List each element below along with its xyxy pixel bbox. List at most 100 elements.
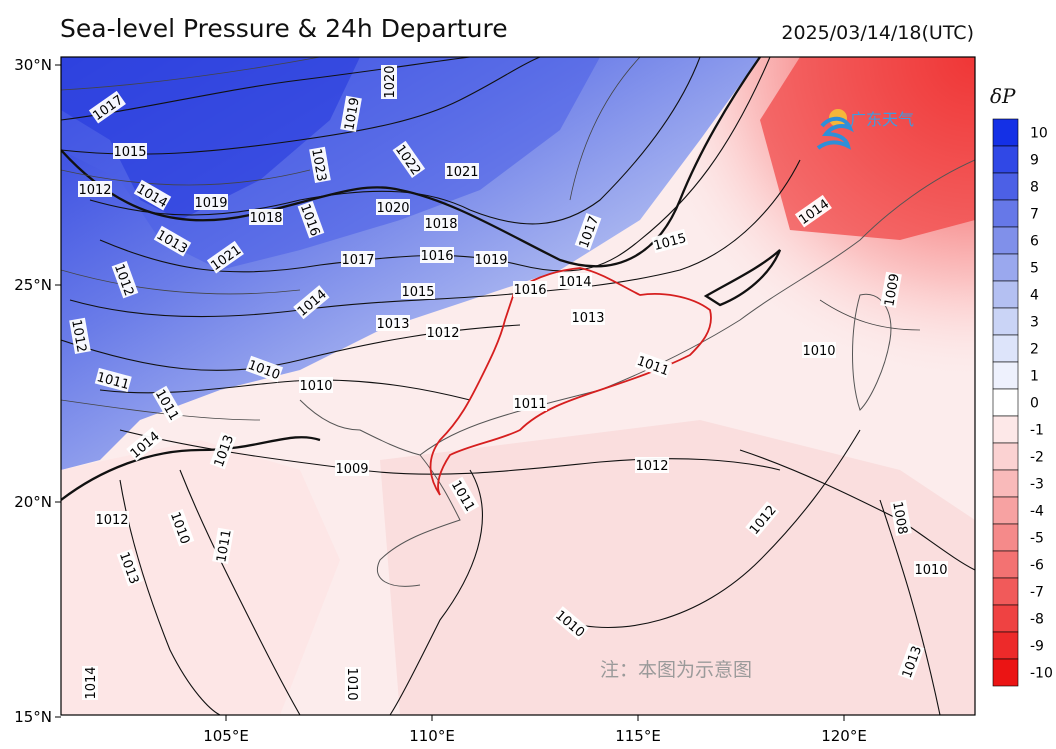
colorbar-swatch (992, 361, 1019, 390)
isobar-label: 1010 (344, 667, 361, 701)
isobar-label-text: 1008 (889, 500, 910, 535)
isobar-label-bg (212, 527, 234, 564)
colorbar-tick-label: -6 (1030, 558, 1044, 574)
lat-label: 15°N (14, 708, 52, 726)
isobar-label-text: 1012 (426, 326, 459, 341)
colorbar-swatch (992, 577, 1019, 606)
colorbar-tick-label: 1 (1030, 369, 1039, 385)
isobar-label-bg (914, 561, 948, 577)
isobar-label-bg (126, 427, 163, 462)
colorbar-tick-label: 2 (1030, 342, 1039, 358)
colorbar-title: δP (990, 84, 1016, 108)
isobar-label-bg (376, 315, 410, 331)
isobar-label-bg (335, 460, 369, 476)
isobar-label-bg (293, 285, 330, 320)
isobar-label-text: 1013 (376, 317, 409, 332)
isobar-label: 1008 (889, 499, 912, 536)
colorbar-tick-label: -1 (1030, 423, 1044, 439)
isobar-label-bg (890, 499, 912, 536)
colorbar-tick-label: 0 (1030, 396, 1039, 412)
isobar-label-bg (448, 476, 480, 515)
isobar-label: 1014 (82, 666, 99, 700)
isobar-label: 1010 (914, 561, 948, 578)
isobar-label-bg (340, 95, 362, 132)
isobar-label: 1011 (212, 527, 235, 564)
isobar-label-text: 1012 (95, 513, 128, 528)
isobar-label-bg (194, 194, 228, 210)
isobar-label-text: 1014 (84, 666, 99, 699)
isobar-label-bg (802, 342, 836, 358)
isobar-label-bg (571, 309, 605, 325)
isobar-label-bg (401, 283, 435, 299)
colorbar-tick-label: -8 (1030, 612, 1044, 628)
isobar-label: 1016 (513, 281, 547, 298)
isobar-label: 1019 (194, 194, 228, 211)
isobar-label-bg (82, 666, 98, 700)
isobar-label-text: 1015 (113, 145, 146, 160)
isobar-label-bg (426, 324, 460, 340)
colorbar-tick-label: 3 (1030, 315, 1039, 331)
isobar-label-text: 1012 (68, 318, 89, 353)
colorbar-swatch (992, 145, 1019, 174)
isobar-label-bg (635, 457, 669, 473)
isobar-label-bg (574, 212, 602, 251)
isobar-label-bg (167, 508, 195, 547)
isobar-label-text: 1019 (474, 253, 507, 268)
isobar-label-text: 1017 (341, 253, 374, 268)
colorbar-swatch (992, 226, 1019, 255)
colorbar-tick-label: -4 (1030, 504, 1044, 520)
isobar-label: 1013 (571, 309, 605, 326)
isobar-label-bg (392, 140, 426, 178)
colorbar-tick-label: 9 (1030, 153, 1039, 169)
isobar-label: 1012 (635, 457, 669, 474)
isobar-label-bg (95, 511, 129, 527)
isobar-label-bg (209, 431, 237, 470)
colorbar-swatch (992, 442, 1019, 471)
isobar-label: 1011 (513, 395, 547, 412)
colorbar-swatch (992, 172, 1019, 201)
colorbar-swatch (992, 307, 1019, 336)
lat-label: 25°N (14, 276, 52, 294)
lon-label: 110°E (409, 727, 455, 745)
isobar-label-text: 1018 (424, 217, 457, 232)
isobar-label-bg (420, 247, 454, 263)
isobar-label: 1012 (95, 511, 129, 528)
colorbar-tick-label: 8 (1030, 180, 1039, 196)
isobar-label-text: 1012 (635, 459, 668, 474)
isobar-label-bg (345, 667, 361, 701)
isobar-label-bg (376, 199, 410, 215)
colorbar-swatch (992, 334, 1019, 363)
isobar-label-bg (153, 225, 192, 257)
isobar-label: 1023 (308, 146, 331, 183)
isobar-label: 1009 (880, 271, 903, 308)
isobar-label-text: 1016 (420, 249, 453, 264)
isobar-label-bg (309, 146, 331, 183)
isobar-label-text: 1019 (194, 196, 227, 211)
isobar-label: 1020 (376, 199, 410, 216)
isobar-label-text: 1009 (882, 272, 903, 307)
isobar-label-text: 1021 (445, 165, 478, 180)
isobar-label-text: 1019 (342, 96, 363, 131)
isobar-label: 1018 (249, 209, 283, 226)
map-fill (61, 57, 975, 715)
isobar-label-text: 1020 (376, 201, 409, 216)
isobar-label-bg (651, 228, 689, 254)
isobar-label-bg (111, 260, 139, 299)
colorbar-tick-label: -3 (1030, 477, 1044, 493)
colorbar-swatch (992, 604, 1019, 633)
colorbar-tick-label: -2 (1030, 450, 1044, 466)
watermark-note: 注：本图为示意图 (600, 659, 753, 681)
isobar-label: 1019 (340, 95, 363, 132)
lon-label: 115°E (615, 727, 661, 745)
isobar-label-bg (69, 317, 91, 354)
isobar-label-text: 1015 (401, 285, 434, 300)
axes: 30°N 25°N 20°N 15°N 105°E 110°E 115°E 120°E (14, 56, 867, 745)
colorbar-tick-label: -5 (1030, 531, 1044, 547)
colorbar-swatch (992, 199, 1019, 228)
isobar-label-text: 1018 (249, 211, 282, 226)
colorbar-swatch (992, 550, 1019, 579)
colorbar-tick-label: 5 (1030, 261, 1039, 277)
lat-label: 30°N (14, 56, 52, 74)
isobar-label-text: 1011 (214, 528, 235, 563)
